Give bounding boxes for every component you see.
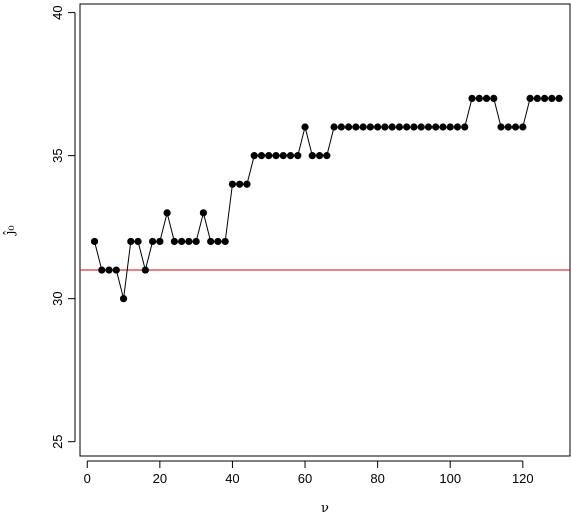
data-point — [141, 266, 149, 274]
x-tick-label: 60 — [298, 471, 312, 486]
data-point — [272, 152, 280, 160]
data-point — [294, 152, 302, 160]
data-point — [156, 237, 164, 246]
data-point — [519, 123, 527, 131]
y-axis: 25 30 35 40 — [50, 5, 76, 449]
x-tick-label: 0 — [84, 471, 91, 486]
data-point — [221, 237, 229, 246]
data-point — [359, 123, 367, 131]
data-point — [163, 209, 171, 217]
x-tick-label: 120 — [512, 471, 534, 486]
data-point — [337, 123, 345, 131]
data-point — [98, 266, 106, 274]
data-point — [366, 123, 374, 131]
data-point — [504, 123, 512, 131]
data-point — [119, 295, 128, 303]
x-tick-label: 100 — [439, 471, 461, 486]
data-point — [315, 152, 324, 160]
y-tick-label: 25 — [50, 434, 65, 448]
data-point — [439, 123, 447, 131]
data-point — [497, 123, 505, 131]
data-point — [511, 123, 520, 131]
data-point — [185, 237, 193, 246]
data-point — [148, 237, 157, 246]
data-point — [374, 123, 382, 131]
data-point — [250, 152, 258, 160]
data-point — [178, 237, 186, 246]
data-point — [207, 237, 215, 246]
data-point — [257, 152, 266, 160]
data-point — [112, 266, 120, 274]
data-point — [461, 123, 469, 131]
data-point — [279, 152, 287, 160]
series-layer — [90, 94, 563, 303]
x-tick-label: 20 — [153, 471, 167, 486]
data-point — [424, 123, 433, 131]
data-point — [482, 94, 491, 103]
y-tick-label: 35 — [50, 148, 65, 162]
y-tick-label: 30 — [50, 291, 65, 305]
data-point — [308, 152, 316, 160]
data-point — [475, 94, 483, 103]
data-point — [410, 123, 418, 131]
series-line-0 — [94, 97, 560, 299]
data-point — [199, 209, 208, 217]
data-point — [265, 152, 273, 160]
data-point — [90, 237, 99, 246]
data-point — [468, 94, 476, 103]
data-point — [344, 123, 353, 131]
data-point — [228, 180, 237, 188]
data-point — [446, 123, 454, 131]
data-point — [417, 123, 425, 131]
data-point — [134, 237, 142, 246]
data-point — [214, 237, 222, 246]
data-point — [352, 123, 360, 131]
data-point — [432, 123, 440, 131]
x-tick-label: 40 — [225, 471, 239, 486]
data-point — [170, 237, 178, 246]
data-point — [388, 123, 396, 131]
data-point — [105, 266, 113, 274]
data-point — [403, 123, 411, 131]
data-point — [548, 94, 556, 103]
data-point — [526, 94, 534, 103]
data-point — [323, 152, 331, 160]
data-point — [395, 123, 404, 131]
x-axis-label: ν — [321, 501, 329, 516]
data-point — [286, 152, 295, 160]
data-point — [243, 180, 251, 188]
data-point — [236, 180, 244, 188]
data-point — [490, 94, 498, 103]
plot-frame — [79, 3, 571, 457]
data-point — [330, 123, 338, 131]
data-point — [453, 123, 462, 131]
x-tick-label: 80 — [370, 471, 384, 486]
data-point — [301, 123, 309, 131]
data-point — [127, 237, 135, 246]
data-point — [192, 237, 200, 246]
data-point — [533, 94, 541, 103]
y-tick-label: 40 — [50, 5, 65, 19]
data-point — [540, 94, 549, 103]
y-axis-label: ĵ₀ — [3, 225, 18, 236]
x-axis: 0 20 40 60 80 100 120 — [84, 460, 534, 486]
data-point — [381, 123, 389, 131]
data-point — [555, 94, 563, 103]
